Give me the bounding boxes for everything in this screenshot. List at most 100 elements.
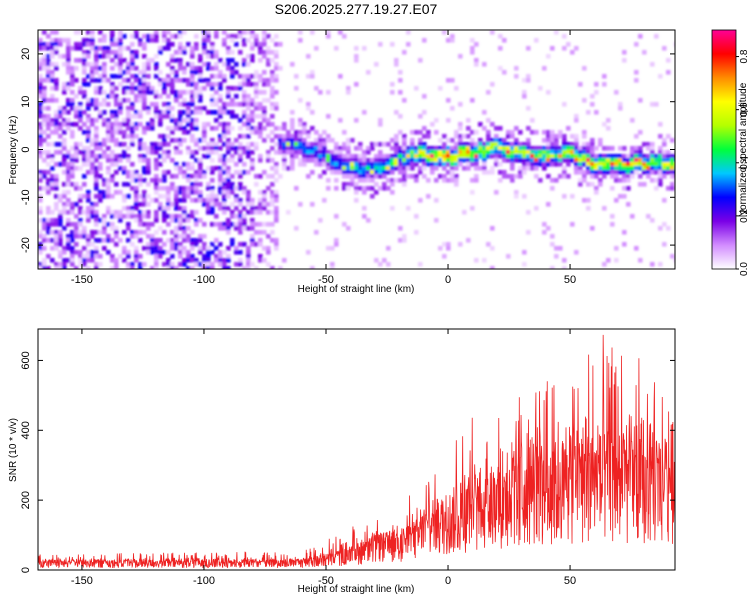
heatmap-cell [182, 234, 187, 239]
heatmap-cell [78, 106, 83, 111]
heatmap-cell [214, 118, 219, 123]
heatmap-cell [446, 38, 451, 43]
heatmap-cell [98, 90, 103, 95]
heatmap-cell [514, 146, 519, 151]
heatmap-cell [182, 250, 187, 255]
heatmap-cell [242, 206, 247, 211]
heatmap-cell [134, 34, 139, 39]
heatmap-cell [198, 54, 203, 59]
heatmap-cell [478, 166, 483, 171]
heatmap-cell [318, 174, 323, 179]
heatmap-cell [274, 166, 279, 171]
heatmap-cell [110, 30, 115, 35]
heatmap-cell [138, 210, 143, 215]
heatmap-cell [46, 122, 51, 127]
heatmap-cell [226, 122, 231, 127]
heatmap-cell [198, 106, 203, 111]
heatmap-cell [194, 258, 199, 263]
heatmap-cell [58, 250, 63, 255]
heatmap-cell [606, 258, 611, 263]
heatmap-cell [530, 158, 535, 163]
heatmap-cell [622, 178, 627, 183]
heatmap-cell [38, 210, 43, 215]
x-tick-label: -150 [71, 274, 93, 286]
heatmap-cell [206, 54, 211, 59]
heatmap-cell [142, 170, 147, 175]
heatmap-cell [254, 90, 259, 95]
heatmap-cell [614, 162, 619, 167]
heatmap-cell [534, 206, 539, 211]
heatmap-cell [274, 74, 279, 79]
heatmap-cell [70, 230, 75, 235]
heatmap-cell [330, 150, 335, 155]
heatmap-cell [590, 166, 595, 171]
heatmap-cell [370, 146, 375, 151]
heatmap-cell [70, 162, 75, 167]
heatmap-cell [86, 170, 91, 175]
heatmap-cell [594, 82, 599, 87]
heatmap-cell [182, 162, 187, 167]
heatmap-cell [398, 130, 403, 135]
heatmap-cell [170, 106, 175, 111]
heatmap-cell [86, 154, 91, 159]
heatmap-cell [66, 174, 71, 179]
heatmap-cell [154, 102, 159, 107]
heatmap-cell [466, 150, 471, 155]
heatmap-cell [494, 158, 499, 163]
heatmap-cell [78, 210, 83, 215]
heatmap-cell [114, 102, 119, 107]
heatmap-cell [266, 246, 271, 251]
heatmap-cell [218, 250, 223, 255]
heatmap-cell [258, 254, 263, 259]
heatmap-cell [270, 38, 275, 43]
heatmap-cell [102, 154, 107, 159]
heatmap-cell [266, 202, 271, 207]
heatmap-cell [50, 78, 55, 83]
heatmap-cell [130, 102, 135, 107]
heatmap-cell [78, 46, 83, 51]
heatmap-cell [166, 110, 171, 115]
heatmap-cell [402, 162, 407, 167]
heatmap-cell [310, 202, 315, 207]
heatmap-cell [162, 78, 167, 83]
heatmap-cell [450, 38, 455, 43]
heatmap-cell [50, 122, 55, 127]
heatmap-cell [546, 134, 551, 139]
heatmap-cell [378, 158, 383, 163]
heatmap-cell [110, 138, 115, 143]
heatmap-cell [594, 158, 599, 163]
heatmap-cell [378, 170, 383, 175]
heatmap-cell [598, 142, 603, 147]
heatmap-cell [222, 38, 227, 43]
heatmap-cell [186, 78, 191, 83]
heatmap-cell [270, 122, 275, 127]
heatmap-cell [514, 154, 519, 159]
heatmap-cell [90, 250, 95, 255]
heatmap-cell [362, 170, 367, 175]
heatmap-cell [426, 194, 431, 199]
heatmap-cell [290, 162, 295, 167]
heatmap-cell [618, 166, 623, 171]
heatmap-cell [670, 182, 675, 187]
heatmap-cell [566, 158, 571, 163]
heatmap-cell [134, 126, 139, 131]
heatmap-cell [182, 186, 187, 191]
heatmap-cell [86, 130, 91, 135]
heatmap-cell [214, 150, 219, 155]
heatmap-cell [474, 142, 479, 147]
heatmap-cell [238, 118, 243, 123]
heatmap-cell [266, 210, 271, 215]
heatmap-cell [102, 194, 107, 199]
heatmap-cell [58, 262, 63, 267]
heatmap-cell [110, 94, 115, 99]
heatmap-cell [66, 258, 71, 263]
heatmap-cell [70, 82, 75, 87]
heatmap-cell [662, 174, 667, 179]
heatmap-cell [126, 46, 131, 51]
heatmap-cell [258, 190, 263, 195]
heatmap-cell [190, 162, 195, 167]
heatmap-cell [86, 214, 91, 219]
heatmap-cell [318, 134, 323, 139]
heatmap-cell [66, 238, 71, 243]
heatmap-cell [610, 154, 615, 159]
